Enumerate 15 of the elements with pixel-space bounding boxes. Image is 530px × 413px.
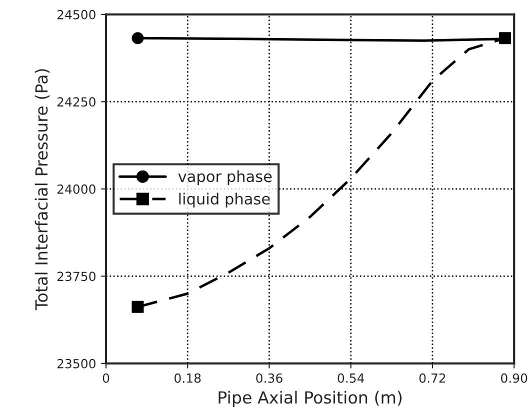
x-tick-label: 0.90 [501, 373, 528, 383]
legend-label: liquid phase [179, 192, 270, 208]
x-tick-label: 0.54 [338, 373, 364, 383]
y-tick-label: 23750 [57, 272, 96, 282]
x-tick-label: 0 [102, 373, 110, 383]
y-tick-label: 24250 [57, 97, 96, 107]
y-axis-title: Total Interfacial Pressure (Pa) [34, 69, 50, 310]
y-tick-label: 23500 [57, 358, 96, 368]
legend-label: vapor phase [178, 170, 272, 186]
y-tick-label: 24000 [57, 184, 96, 194]
x-axis-title: Pipe Axial Position (m) [218, 390, 402, 407]
x-tick-label: 0.72 [419, 373, 446, 383]
x-tick-label: 0.18 [174, 373, 201, 383]
x-tick-label: 0.36 [256, 373, 282, 383]
y-tick-label: 24500 [57, 10, 96, 20]
